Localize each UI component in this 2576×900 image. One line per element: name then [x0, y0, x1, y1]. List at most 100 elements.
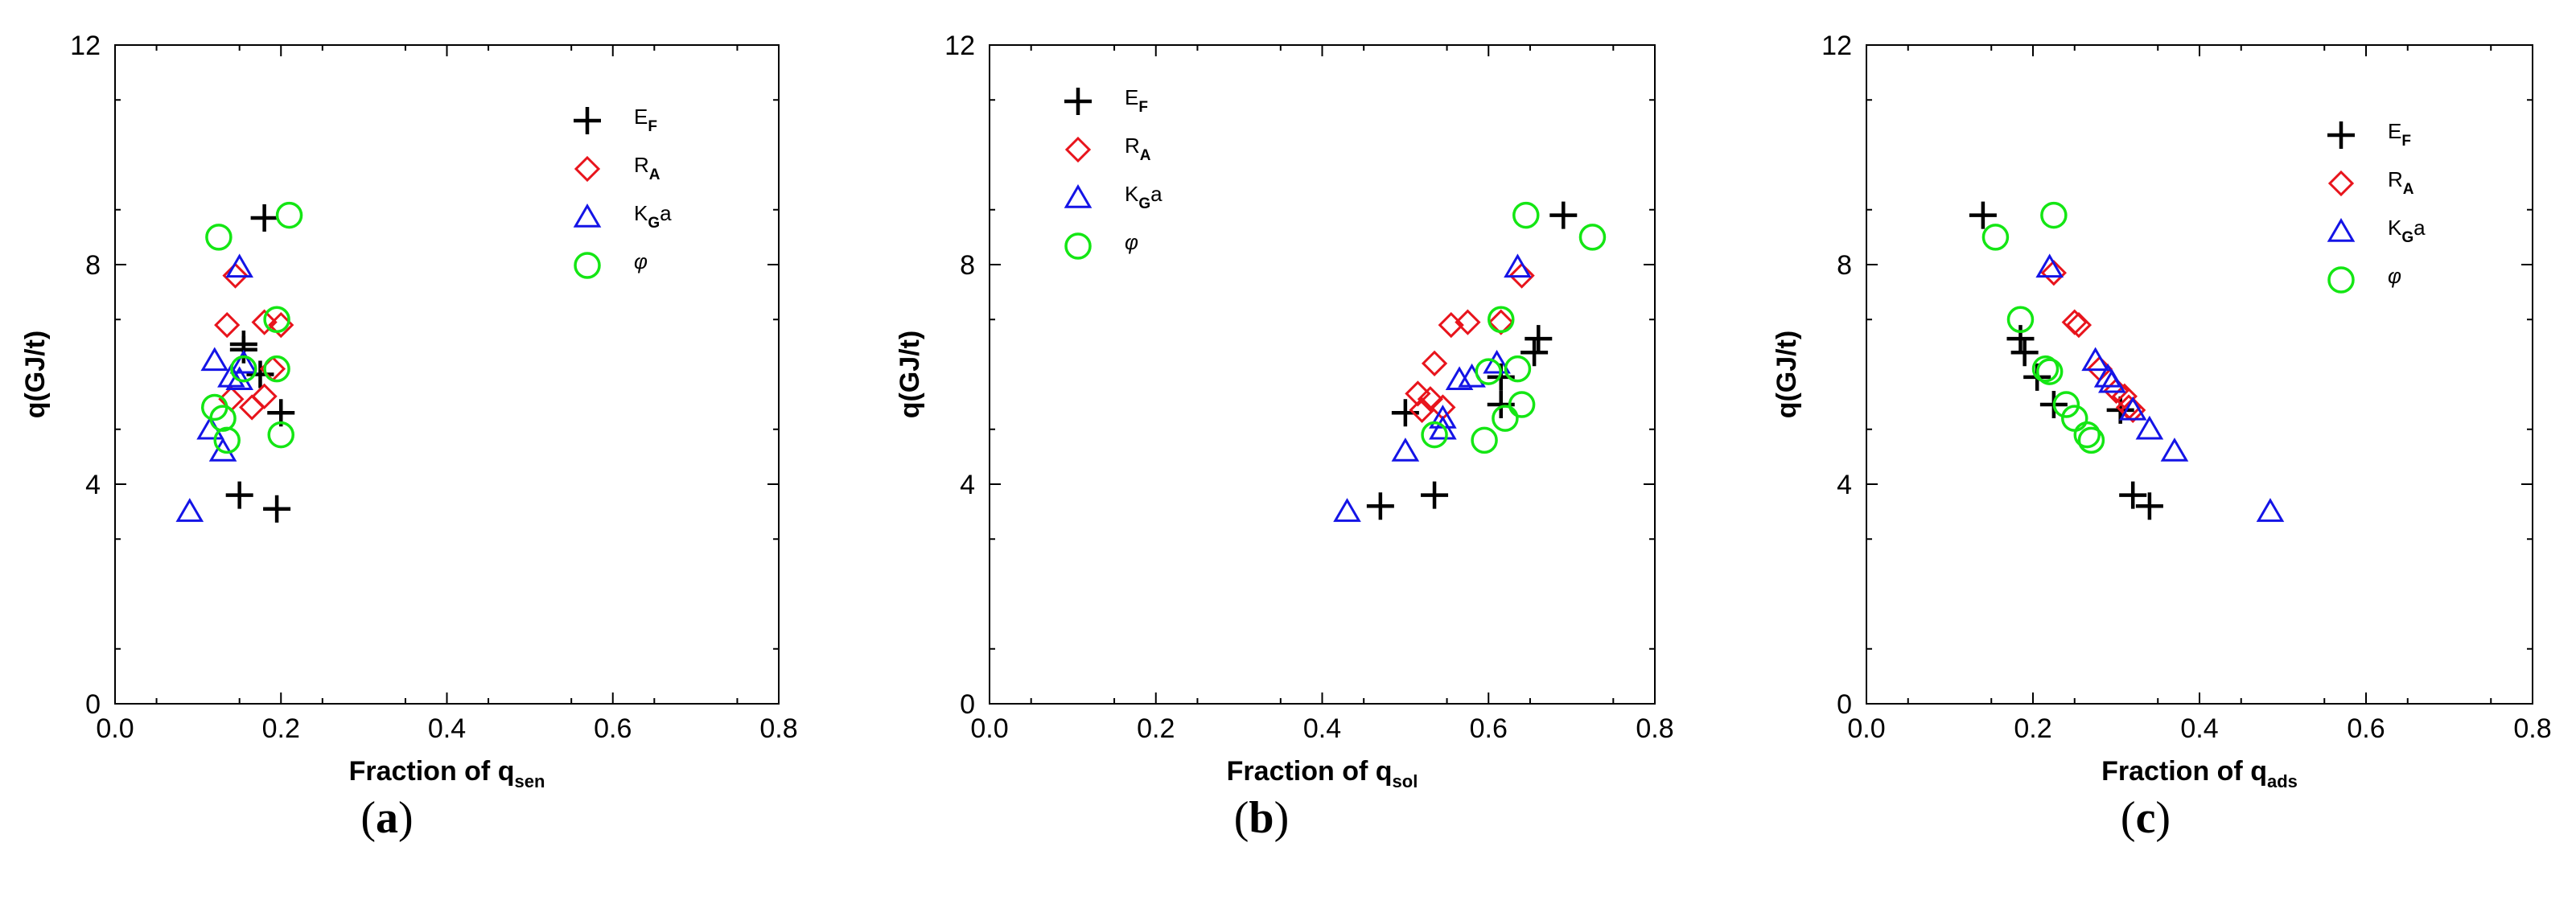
data-point-kga — [2081, 347, 2109, 372]
legend-marker-phi — [2327, 266, 2355, 294]
x-tick-label: 0.8 — [1636, 713, 1673, 744]
data-point-ra — [2061, 309, 2088, 335]
x-tick-label: 0.4 — [428, 713, 466, 744]
legend-marker-ef — [574, 107, 601, 134]
legend-label-kga: KGa — [634, 201, 672, 232]
y-tick-label: 0 — [1837, 689, 1852, 720]
series-phi — [1981, 201, 2105, 454]
series-kga — [2035, 253, 2285, 522]
data-point-ef — [1520, 339, 1549, 367]
data-point-kga — [225, 366, 253, 391]
data-point-ef — [250, 203, 278, 232]
data-point-ra — [1409, 397, 1435, 423]
data-point-ra — [1508, 262, 1535, 289]
legend-label-kga: KGa — [2388, 216, 2426, 246]
series-ef — [225, 203, 295, 523]
y-tick-label: 8 — [960, 250, 975, 281]
panel-label: (b) — [1234, 793, 1289, 843]
x-tick-label: 0.8 — [759, 713, 797, 744]
data-point-phi — [1508, 391, 1536, 418]
legend-label-ef: EF — [2388, 119, 2411, 150]
data-point-kga — [2035, 253, 2064, 278]
data-point-phi — [275, 201, 303, 229]
legend-label-phi: φ — [1125, 230, 1138, 254]
data-point-ef — [229, 335, 257, 364]
x-axis-label: Fraction of qsol — [1227, 756, 1418, 791]
series-phi — [201, 201, 303, 454]
data-point-ra — [251, 383, 278, 409]
data-point-phi — [1421, 421, 1448, 449]
data-point-kga — [1504, 253, 1532, 278]
data-point-ra — [1417, 386, 1444, 413]
data-point-kga — [200, 347, 229, 372]
data-point-phi — [2031, 355, 2060, 383]
legend-marker-ef — [2327, 121, 2355, 149]
y-tick-label: 12 — [944, 31, 975, 61]
data-point-kga — [217, 363, 245, 388]
data-point-phi — [1504, 355, 1532, 383]
data-point-kga — [1333, 498, 1361, 522]
data-point-ra — [1488, 309, 1514, 335]
chart-panel-a: 0.0 0.2 0.4 0.6 0.8 0 4 8 12 Fraction of qsen q(GJ… — [20, 31, 798, 843]
data-point-phi — [1475, 358, 1502, 385]
series-ef — [1366, 201, 1578, 520]
data-point-ef — [246, 360, 274, 388]
data-point-kga — [2256, 498, 2285, 522]
series-kga — [175, 253, 258, 522]
data-point-ef — [2135, 492, 2163, 520]
legend-marker-ra — [2327, 170, 2355, 197]
data-point-ra — [2040, 260, 2068, 286]
legend: EF RA KGa φ — [2327, 119, 2426, 294]
x-tick-label: 0.6 — [1470, 713, 1508, 744]
data-point-ef — [2010, 339, 2039, 367]
data-point-ra — [1421, 350, 1448, 376]
legend: EF RA KGa φ — [1064, 85, 1162, 260]
x-tick-label: 0.2 — [262, 713, 300, 744]
legend-marker-kga — [573, 203, 602, 228]
data-point-phi — [2035, 358, 2064, 385]
legend-label-ra: RA — [634, 153, 660, 183]
data-point-ra — [251, 309, 278, 335]
chart-panel-c: 0.0 0.2 0.4 0.6 0.8 0 4 8 12 Fraction of qads q(GJ… — [1772, 31, 2552, 843]
data-point-ef — [1969, 201, 1997, 229]
data-point-phi — [230, 355, 257, 383]
legend-label-kga: KGa — [1125, 182, 1162, 212]
x-tick-label: 0.6 — [2347, 713, 2385, 744]
legend-label-ef: EF — [634, 105, 657, 135]
data-point-phi — [1488, 306, 1515, 333]
data-point-phi — [205, 224, 232, 251]
series-ra — [1405, 262, 1535, 423]
x-tick-label: 0.2 — [1137, 713, 1175, 744]
y-axis-label: q(GJ/t) — [895, 331, 925, 419]
data-point-kga — [1483, 349, 1511, 374]
data-point-ra — [2120, 397, 2146, 423]
data-point-phi — [1471, 426, 1498, 454]
legend-label-ef: EF — [1125, 85, 1148, 116]
data-point-kga — [2118, 396, 2147, 421]
data-point-phi — [2006, 306, 2035, 333]
x-tick-label: 0.8 — [2513, 713, 2551, 744]
data-point-ef — [2119, 481, 2147, 509]
data-point-phi — [263, 355, 290, 383]
legend-marker-ef — [1064, 88, 1092, 115]
legend-marker-kga — [1064, 184, 1093, 208]
data-point-ef — [1525, 325, 1553, 353]
series-kga — [1333, 253, 1532, 522]
x-tick-label: 0.4 — [2180, 713, 2218, 744]
legend-marker-ra — [1064, 136, 1092, 163]
data-point-phi — [213, 426, 241, 454]
x-tick-label: 0.0 — [970, 713, 1008, 744]
data-point-ra — [214, 311, 241, 339]
legend-label-phi: φ — [2388, 264, 2401, 288]
y-tick-label: 4 — [1837, 470, 1852, 500]
plot-frame — [1866, 44, 2533, 705]
data-point-ef — [1421, 481, 1449, 509]
data-point-ef — [1366, 492, 1394, 520]
legend-label-ra: RA — [2388, 167, 2414, 198]
data-point-phi — [1981, 224, 2010, 251]
y-tick-label: 8 — [1837, 250, 1852, 281]
y-axis-label: q(GJ/t) — [1772, 331, 1802, 419]
y-tick-label: 4 — [960, 470, 975, 500]
x-tick-label: 0.4 — [1303, 713, 1341, 744]
data-point-ef — [2006, 325, 2035, 353]
